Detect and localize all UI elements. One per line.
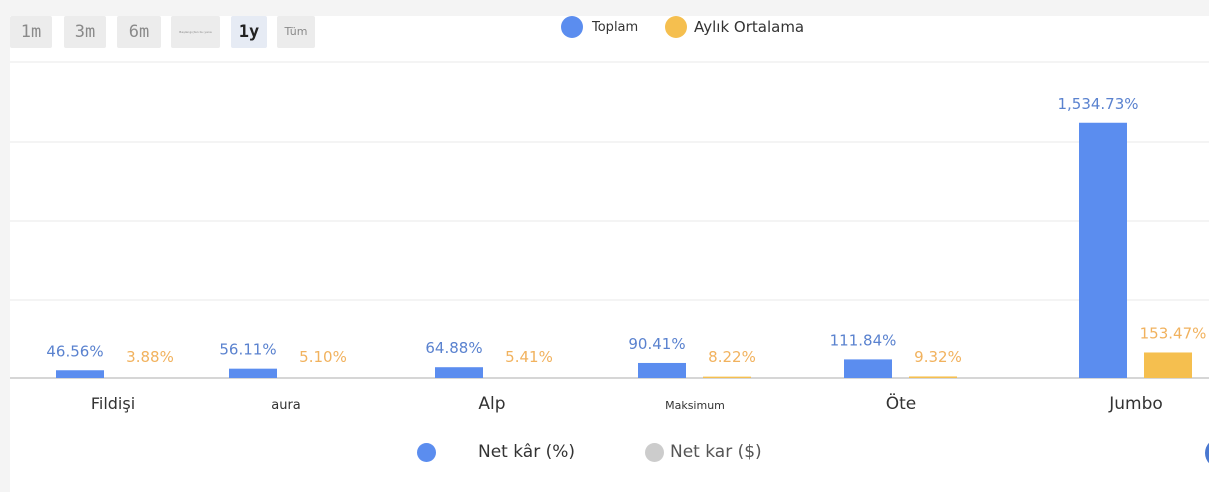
x-tick-label-2: Alp xyxy=(478,394,505,414)
legend-dot-monthly xyxy=(665,16,687,38)
range-button-1m[interactable]: 1m xyxy=(10,16,52,48)
x-tick-label-0: Fildişi xyxy=(91,394,135,413)
data-label-monthly-0: 3.88% xyxy=(126,348,174,366)
x-tick-label-4: Öte xyxy=(886,392,917,414)
chart-legend: Toplam Aylık Ortalama xyxy=(0,16,1209,42)
legend-dot-total xyxy=(561,16,583,38)
bar-total-4 xyxy=(844,359,892,378)
legend-item-monthly[interactable]: Aylık Ortalama xyxy=(665,16,804,38)
legend-item-net-profit-percent[interactable]: Net kâr (%) xyxy=(417,442,575,462)
x-tick-label-5: Jumbo xyxy=(1108,394,1163,414)
metric-legend: Net kâr (%) Net kar ($) xyxy=(0,440,1209,466)
bar-monthly-3 xyxy=(703,376,751,378)
range-button-since-inception[interactable]: Başlangıçtan bu yana xyxy=(171,16,220,48)
data-label-monthly-4: 9.32% xyxy=(914,348,962,366)
chart-panel xyxy=(10,16,1209,492)
range-button-6m[interactable]: 6m xyxy=(117,16,161,48)
bar-total-2 xyxy=(435,367,483,378)
range-button-1y[interactable]: 1y xyxy=(231,16,267,48)
legend-label-net-profit-percent: Net kâr (%) xyxy=(478,442,576,462)
bar-total-3 xyxy=(638,362,686,378)
legend-item-total[interactable]: Toplam xyxy=(561,16,638,38)
legend-label-net-profit-dollar: Net kar ($) xyxy=(670,442,762,462)
x-tick-label-1: aura xyxy=(271,398,301,413)
data-label-monthly-1: 5.10% xyxy=(299,348,347,366)
bar-monthly-5 xyxy=(1144,352,1192,378)
floating-action-button[interactable] xyxy=(1205,438,1209,468)
legend-label-monthly: Aylık Ortalama xyxy=(694,18,805,36)
data-label-total-2: 64.88% xyxy=(425,339,482,357)
bar-monthly-4 xyxy=(909,376,957,378)
bar-total-1 xyxy=(229,368,277,378)
data-label-total-3: 90.41% xyxy=(628,335,685,353)
data-label-total-4: 111.84% xyxy=(830,331,897,349)
legend-dot-net-profit-percent xyxy=(417,442,436,462)
x-tick-label-3: Maksimum xyxy=(665,399,725,412)
range-button-all[interactable]: Tüm xyxy=(277,16,315,48)
data-label-total-0: 46.56% xyxy=(46,342,103,360)
data-label-monthly-2: 5.41% xyxy=(505,348,553,366)
legend-dot-net-profit-dollar xyxy=(645,442,664,462)
data-label-total-1: 56.11% xyxy=(219,341,276,359)
legend-label-total: Toplam xyxy=(592,19,639,35)
data-label-total-5: 1,534.73% xyxy=(1057,95,1138,113)
bar-total-5 xyxy=(1079,122,1127,378)
data-label-monthly-5: 153.47% xyxy=(1140,324,1207,342)
range-button-3m[interactable]: 3m xyxy=(64,16,106,48)
bar-total-0 xyxy=(56,370,104,378)
legend-item-net-profit-dollar[interactable]: Net kar ($) xyxy=(645,442,762,462)
data-label-monthly-3: 8.22% xyxy=(708,348,756,366)
